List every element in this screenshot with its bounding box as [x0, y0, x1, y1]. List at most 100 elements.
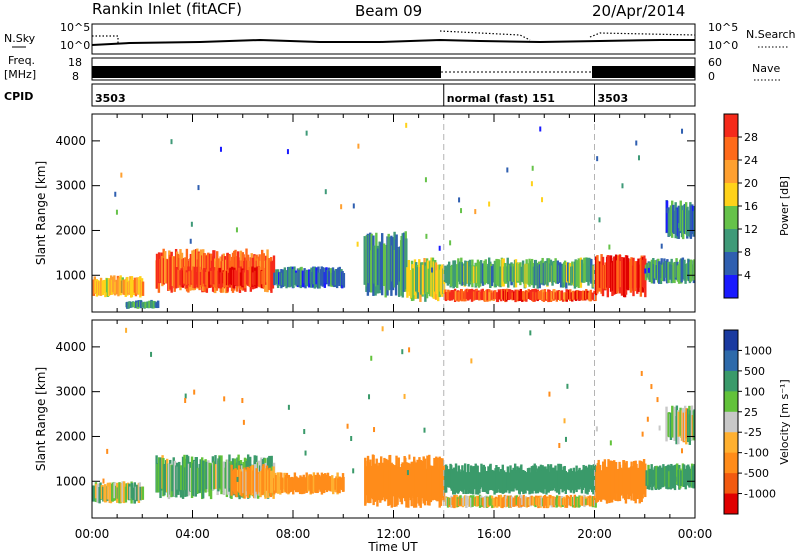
velocity-cell [388, 454, 392, 504]
cpid-segment-label: normal (fast) 151 [447, 92, 555, 105]
velocity-cell [192, 459, 196, 497]
velocity-cell [327, 475, 330, 491]
velocity-cell [534, 495, 538, 506]
velocity-cell [422, 456, 425, 504]
power-cell [504, 266, 508, 284]
cpid-label: CPID [4, 90, 33, 103]
velocity-cell [285, 472, 289, 494]
velocity-cell [563, 418, 566, 424]
velocity-cell [276, 476, 280, 490]
velocity-cell [476, 472, 480, 495]
velocity-cell [346, 423, 349, 429]
power-cell [644, 268, 647, 274]
power-cell [585, 288, 588, 300]
power-cell [258, 266, 261, 287]
velocity-cell [677, 411, 680, 437]
power-cell [464, 289, 467, 302]
velocity-cell [337, 478, 340, 493]
power-cell [239, 272, 243, 286]
velocity-cell [100, 484, 104, 500]
power-cell [594, 291, 597, 302]
power-cell [367, 234, 371, 284]
colorbar-swatch [724, 473, 738, 495]
velocity-cell [548, 391, 551, 397]
power-data [92, 122, 695, 309]
velocity-cell [242, 419, 245, 425]
power-cell [437, 264, 440, 302]
power-cell [141, 281, 145, 296]
power-cell [526, 291, 529, 300]
power-cell [476, 291, 479, 300]
cpid-panel-frame [91, 83, 696, 107]
power-cell [142, 302, 145, 308]
y-tick-label: 2000 [55, 429, 86, 443]
power-cell [451, 290, 454, 300]
power-cell [638, 264, 641, 288]
power-cell [494, 290, 497, 300]
power-cell [458, 261, 462, 285]
velocity-cell [646, 416, 649, 422]
velocity-cell [685, 465, 689, 486]
power-cell [567, 289, 571, 300]
velocity-cell [564, 470, 568, 494]
freq-right-tick-top: 60 [708, 56, 722, 69]
velocity-cell [413, 460, 416, 466]
velocity-cell [558, 495, 561, 507]
power-cell [283, 267, 287, 287]
power-cell [637, 155, 640, 161]
power-cell [499, 266, 502, 288]
power-cell [305, 130, 308, 136]
power-cell [620, 257, 624, 296]
power-cell [563, 260, 567, 288]
colorbar-tick-label: 28 [744, 131, 758, 144]
power-cell [449, 240, 452, 246]
velocity-cell [470, 358, 473, 364]
power-cell [153, 301, 157, 308]
power-cell [566, 292, 569, 300]
power-cell [541, 197, 544, 203]
power-cell [235, 270, 239, 286]
power-cell [137, 300, 140, 307]
sky-right-label: N.Search [746, 28, 796, 41]
sky-right-tick-top: 10^5 [708, 21, 738, 34]
time-tick-label: 12:00 [376, 527, 411, 541]
velocity-cell [469, 465, 473, 494]
power-cell [458, 290, 462, 301]
velocity-cell [366, 455, 370, 503]
power-cell [130, 276, 134, 297]
cpid-segment-label: 3503 [95, 92, 126, 105]
velocity-cell [666, 416, 669, 438]
velocity-cell [139, 486, 142, 501]
power-cell [324, 189, 327, 195]
time-tick-label: 16:00 [477, 527, 512, 541]
velocity-cell [498, 496, 501, 507]
power-cell [188, 271, 192, 287]
power-cell [465, 288, 468, 299]
cpid-segments: 3503 normal (fast) 151 3503 [95, 84, 628, 106]
power-cell [396, 247, 399, 285]
power-cell [149, 302, 152, 307]
power-cell [225, 271, 229, 286]
velocity-cell [450, 468, 454, 491]
colorbar-swatch [724, 493, 738, 515]
velocity-cell [364, 460, 367, 504]
velocity-cell [657, 466, 660, 490]
velocity-cell [521, 496, 524, 505]
power-cell [356, 241, 359, 247]
velocity-cell [246, 470, 250, 498]
velocity-cell [104, 486, 108, 503]
power-cell [530, 258, 534, 286]
velocity-cell [184, 397, 187, 403]
power-cell [586, 290, 589, 300]
power-cell [523, 292, 526, 302]
velocity-cell [578, 467, 581, 489]
sky-left-tick-top: 10^5 [60, 21, 90, 34]
power-cell [115, 209, 118, 215]
power-cell [421, 264, 425, 295]
velocity-cell [681, 448, 684, 454]
velocity-cell [495, 468, 499, 493]
power-cell [393, 249, 397, 288]
velocity-cell [537, 466, 541, 491]
freq-left-tick-bottom: 8 [72, 70, 79, 83]
